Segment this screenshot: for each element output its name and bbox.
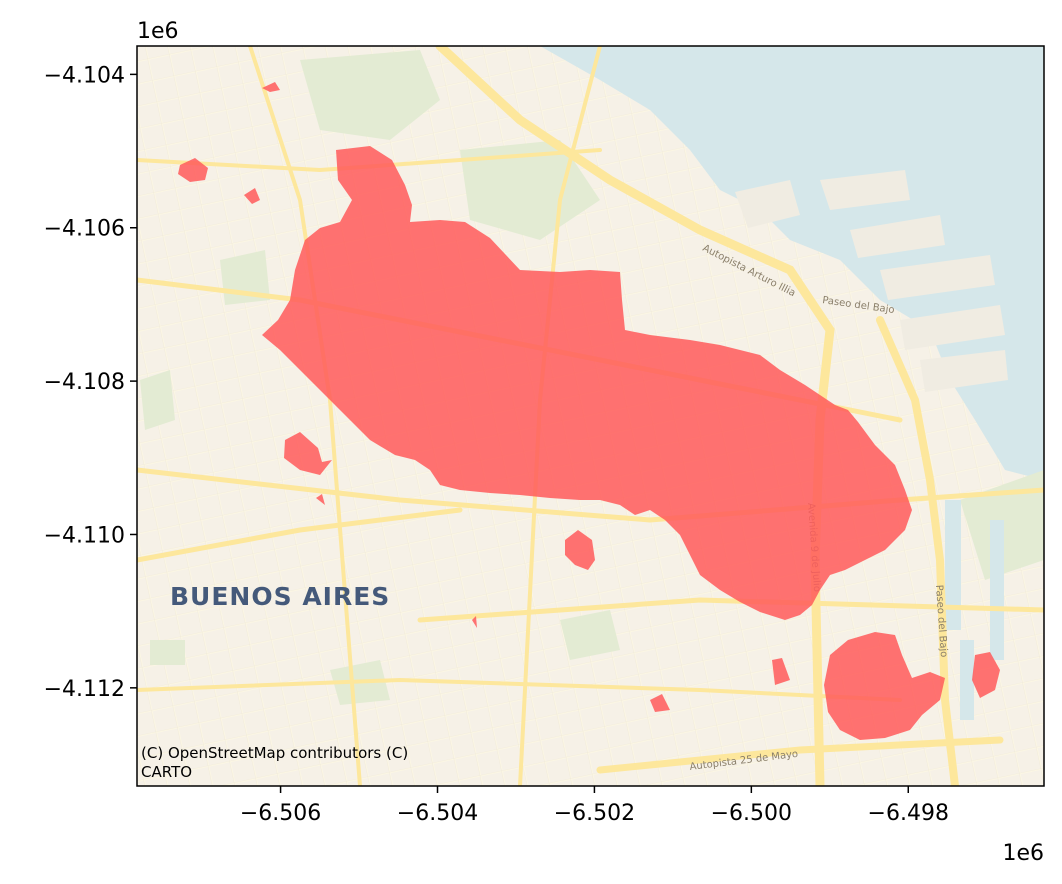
attribution-line-2: CARTO: [141, 763, 192, 781]
overlay-polygon-east: [972, 652, 1000, 698]
x-tick-label: −6.498: [868, 801, 949, 826]
x-tick-label: −6.500: [711, 801, 792, 826]
port-docks: [735, 170, 1008, 392]
x-axis-ticks: −6.506 −6.504 −6.502 −6.500 −6.498: [240, 786, 949, 826]
y-tick-label: −4.110: [44, 523, 125, 548]
overlay-polygon-top: [262, 82, 280, 92]
overlay-polygon-southeast-large: [824, 632, 945, 740]
overlay-polygon-small-2: [650, 694, 670, 712]
plot-frame: [136, 45, 1045, 787]
city-label: BUENOS AIRES: [170, 582, 390, 611]
x-tick-label: −6.506: [240, 801, 321, 826]
canals: [945, 500, 1004, 720]
basemap: Autopista Arturo Illia Paseo del Bajo Pa…: [137, 46, 1044, 786]
y-tick-label: −4.104: [44, 63, 125, 88]
overlay-polygon-northwest-1: [178, 158, 208, 182]
attribution-line-1: (C) OpenStreetMap contributors (C): [141, 744, 408, 762]
y-tick-label: −4.106: [44, 217, 125, 242]
x-tick-label: −6.502: [554, 801, 635, 826]
street-label-paseo-bajo-south: Paseo del Bajo: [933, 584, 949, 657]
overlay-polygon-small-3: [472, 616, 477, 628]
overlay-main-polygon: [262, 146, 912, 620]
river-water: [540, 46, 1044, 480]
overlay-polygon-center-south: [565, 530, 595, 570]
x-tick-label: −6.504: [397, 801, 478, 826]
y-axis-ticks: −4.104 −4.106 −4.108 −4.110 −4.112: [44, 63, 137, 702]
x-axis-exponent: 1e6: [1002, 841, 1044, 866]
y-tick-label: −4.112: [44, 677, 125, 702]
overlay-polygon-west-small: [316, 494, 325, 505]
overlay-polygons: [178, 82, 1000, 740]
y-axis-exponent: 1e6: [137, 19, 179, 44]
overlay-polygon-northwest-2: [244, 188, 260, 204]
overlay-polygon-west: [284, 432, 332, 475]
overlay-polygon-small-1: [772, 658, 790, 685]
y-tick-label: −4.108: [44, 370, 125, 395]
